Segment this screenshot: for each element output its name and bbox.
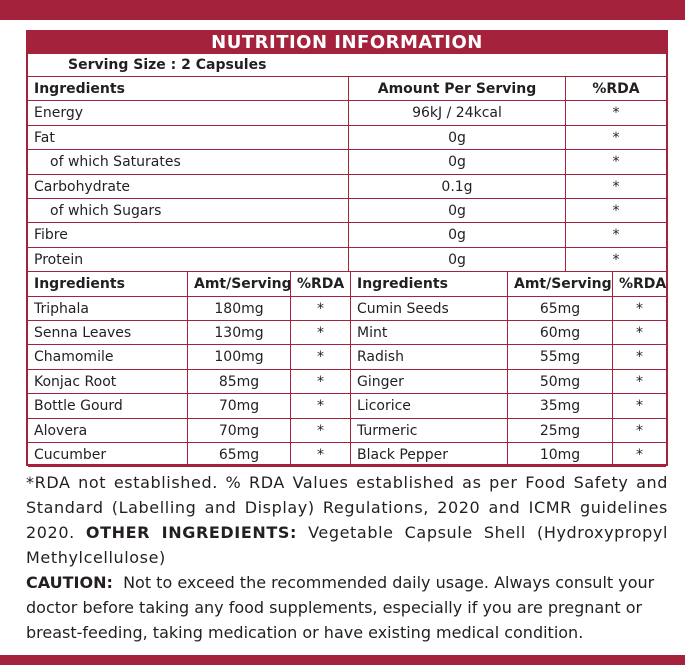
table-cell: *	[613, 443, 666, 468]
table-cell: 0g	[349, 247, 566, 273]
footnote-text: *RDA not established. % RDA Values estab…	[26, 473, 668, 542]
table-cell: Protein	[28, 247, 349, 273]
top-band	[0, 0, 685, 20]
table-cell: 55mg	[508, 345, 613, 370]
table-cell: Turmeric	[351, 418, 508, 443]
table-cell: Carbohydrate	[28, 174, 349, 199]
table-cell: *	[613, 419, 666, 443]
table-cell: 25mg	[508, 418, 613, 443]
footnote-label: OTHER INGREDIENTS:	[85, 523, 297, 542]
table-cell: Mint	[351, 321, 508, 346]
table-cell: Bottle Gourd	[28, 394, 188, 419]
table-cell: 65mg	[188, 443, 291, 468]
table-cell: 85mg	[188, 369, 291, 395]
table-cell: Senna Leaves	[28, 321, 188, 346]
caution: CAUTION: Not to exceed the recommended d…	[26, 570, 668, 645]
bottom-band	[0, 655, 685, 665]
table-cell: 0g	[349, 125, 566, 151]
table-cell: 130mg	[188, 321, 291, 346]
table-cell: 10mg	[508, 443, 613, 468]
table-cell: Cucumber	[28, 443, 188, 468]
table-cell: 180mg	[188, 296, 291, 321]
header-cell: Amount Per Serving	[349, 77, 566, 102]
table-cell: *	[291, 296, 351, 321]
table-cell: Radish	[351, 345, 508, 370]
header-cell: Amt/Serving	[188, 272, 291, 297]
table-cell: 0g	[349, 150, 566, 175]
table-cell: Konjac Root	[28, 369, 188, 395]
table-cell: Triphala	[28, 296, 188, 321]
table-cell: 96kJ / 24kcal	[349, 101, 566, 126]
table-cell: 70mg	[188, 394, 291, 419]
header-cell: Ingredients	[28, 77, 349, 102]
table-cell: *	[291, 418, 351, 443]
table-cell: *	[613, 370, 666, 395]
table-cell: *	[291, 369, 351, 395]
panel-title: NUTRITION INFORMATION	[28, 32, 666, 54]
header-cell: %RDA	[566, 77, 666, 102]
table-cell: 0g	[349, 199, 566, 224]
header-cell: %RDA	[613, 272, 666, 297]
table-cell: Fibre	[28, 223, 349, 248]
header-cell: %RDA	[291, 272, 351, 297]
table-cell: *	[566, 199, 666, 224]
table-cell: *	[566, 175, 666, 199]
table-cell: 0g	[349, 223, 566, 248]
table-cell: *	[566, 248, 666, 273]
table-cell: of which Saturates	[28, 150, 349, 175]
table-cell: *	[291, 394, 351, 419]
caution-label: CAUTION:	[26, 573, 113, 592]
table-cell: 70mg	[188, 418, 291, 443]
table-cell: *	[566, 101, 666, 126]
table-cell: Chamomile	[28, 345, 188, 370]
caution-text: Not to exceed the recommended daily usag…	[26, 573, 655, 642]
table-cell: Alovera	[28, 418, 188, 443]
notes: *RDA not established. % RDA Values estab…	[26, 470, 668, 645]
table-cell: Cumin Seeds	[351, 296, 508, 321]
table-cell: 35mg	[508, 394, 613, 419]
table-cell: *	[291, 321, 351, 346]
table-cell: of which Sugars	[28, 199, 349, 224]
table-cell: Energy	[28, 101, 349, 126]
table-cell: *	[613, 394, 666, 419]
table-cell: *	[566, 223, 666, 248]
footnote: *RDA not established. % RDA Values estab…	[26, 470, 668, 570]
table-cell: *	[613, 321, 666, 346]
table-cell: 60mg	[508, 321, 613, 346]
table-cell: *	[566, 150, 666, 175]
table-cell: Ginger	[351, 369, 508, 395]
header-cell: Ingredients	[28, 272, 188, 297]
table-cell: Black Pepper	[351, 443, 508, 468]
table-cell: *	[613, 297, 666, 321]
table-cell: 0.1g	[349, 174, 566, 199]
serving-size: Serving Size : 2 Capsules	[28, 54, 666, 77]
table-cell: *	[291, 443, 351, 468]
header-cell: Ingredients	[351, 272, 508, 297]
header-cell: Amt/Serving	[508, 272, 613, 297]
nutrition-panel: NUTRITION INFORMATION Serving Size : 2 C…	[26, 30, 668, 468]
footnote-detail: Vegetable Capsule Shell (Hydroxypropyl M…	[26, 523, 668, 567]
table-cell: 100mg	[188, 345, 291, 370]
table-cell: *	[613, 345, 666, 370]
table-cell: 65mg	[508, 296, 613, 321]
table-cell: Fat	[28, 125, 349, 151]
table-cell: *	[291, 345, 351, 370]
table-cell: 50mg	[508, 369, 613, 395]
table-cell: *	[566, 126, 666, 151]
table-cell: Licorice	[351, 394, 508, 419]
